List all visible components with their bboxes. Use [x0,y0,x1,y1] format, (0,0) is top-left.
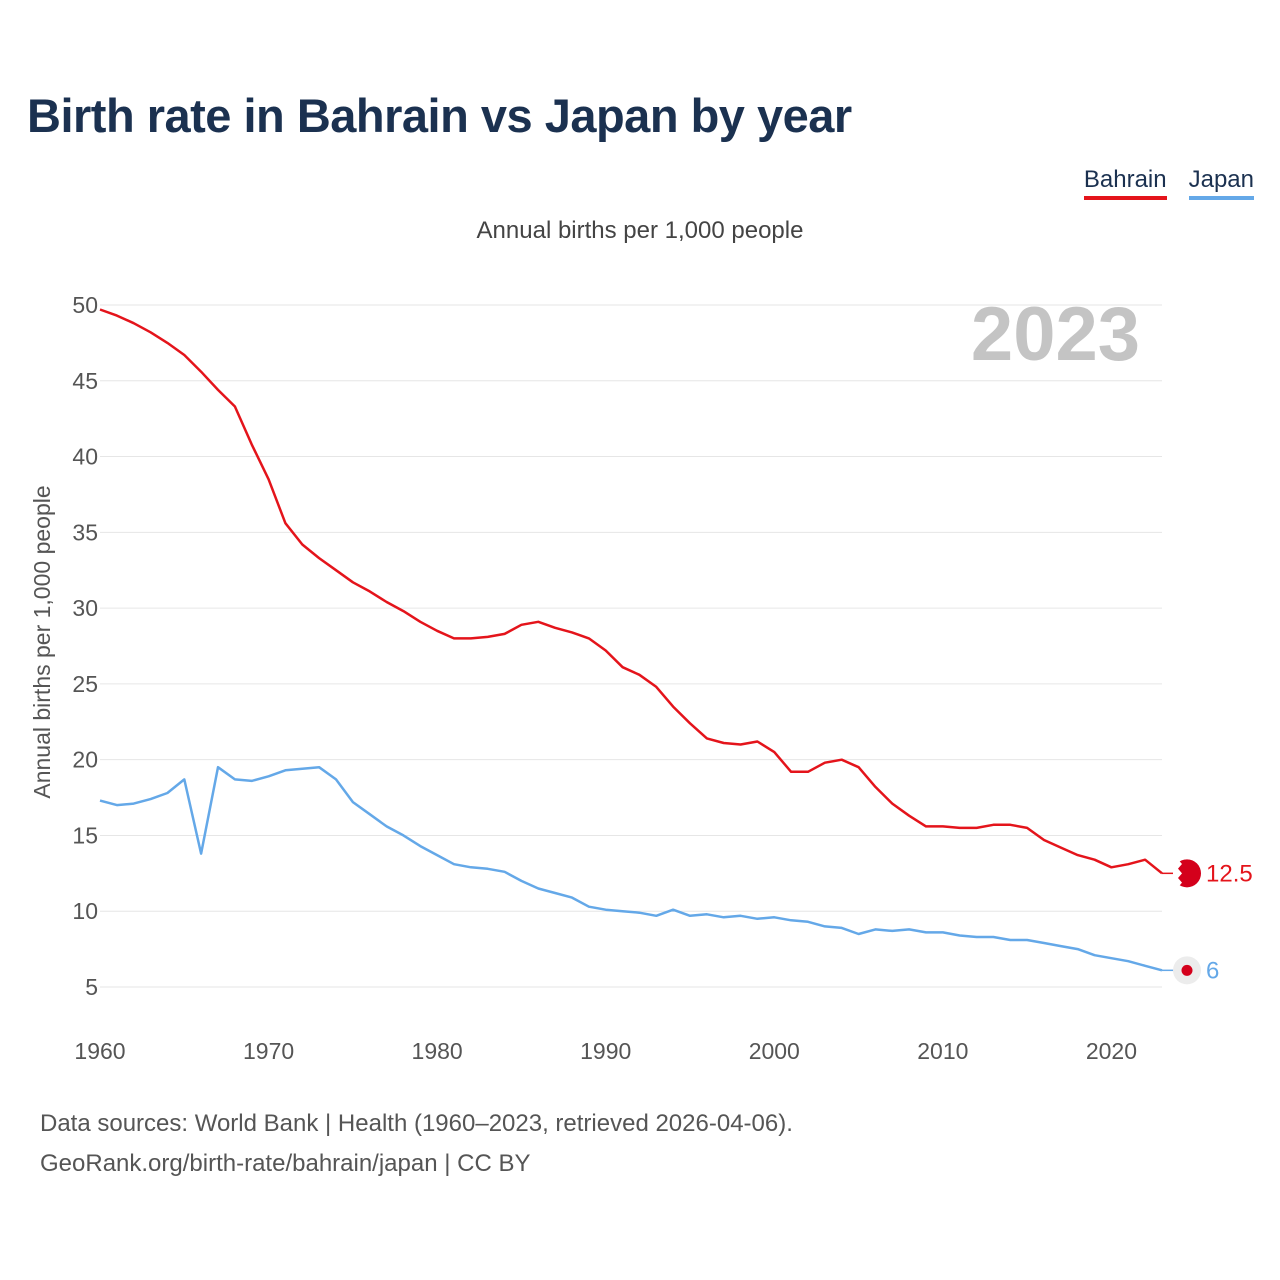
x-tick-label-1960: 1960 [74,1038,125,1064]
chart-title: Birth rate in Bahrain vs Japan by year [27,89,852,142]
bahrain-flag-white [1173,859,1182,888]
source-line-2: GeoRank.org/birth-rate/bahrain/japan | C… [40,1150,531,1177]
legend: Bahrain Japan [1083,166,1254,200]
y-tick-label-20: 20 [72,747,98,773]
x-tick-label-2020: 2020 [1086,1038,1137,1064]
end-value-label-bahrain: 12.5 [1206,860,1253,887]
y-axis-ticks: 5 10 15 20 25 30 35 40 45 50 [72,292,98,1000]
y-tick-label-15: 15 [72,822,98,848]
y-axis-label: Annual births per 1,000 people [29,485,55,798]
japan-flag-disc [1181,964,1193,976]
x-tick-label-1980: 1980 [412,1038,463,1064]
y-tick-label-40: 40 [72,444,98,470]
x-tick-label-2010: 2010 [917,1038,968,1064]
x-tick-label-2000: 2000 [749,1038,800,1064]
y-tick-label-10: 10 [72,898,98,924]
y-tick-label-50: 50 [72,292,98,318]
y-tick-label-30: 30 [72,595,98,621]
legend-item-bahrain[interactable]: Bahrain [1083,166,1167,200]
x-tick-label-1970: 1970 [243,1038,294,1064]
series-line-bahrain[interactable] [99,308,1163,875]
source-line-1: Data sources: World Bank | Health (1960–… [40,1110,793,1137]
y-tick-label-45: 45 [72,368,98,394]
y-tick-label-5: 5 [85,974,98,1000]
series-lines [99,308,1163,972]
chart-subtitle: Annual births per 1,000 people [476,217,804,244]
y-tick-label-35: 35 [72,519,98,545]
end-markers: 12.56 [1162,859,1253,985]
current-year-label: 2023 [971,292,1140,377]
gridlines [100,304,1162,988]
legend-item-japan[interactable]: Japan [1188,166,1254,200]
y-tick-label-25: 25 [72,671,98,697]
x-axis-ticks: 1960 1970 1980 1990 2000 2010 2020 [74,1038,1137,1064]
series-line-japan[interactable] [99,765,1163,972]
x-tick-label-1990: 1990 [580,1038,631,1064]
end-value-label-japan: 6 [1206,957,1219,984]
source-note: Data sources: World Bank | Health (1960–… [40,1104,793,1184]
